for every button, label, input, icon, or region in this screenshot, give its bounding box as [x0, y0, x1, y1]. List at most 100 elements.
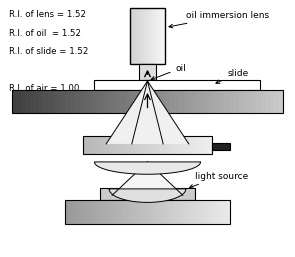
Bar [210, 200, 214, 224]
Bar [128, 136, 132, 154]
Bar [88, 200, 92, 224]
Bar [21, 90, 26, 113]
Bar [120, 90, 125, 113]
Bar [220, 90, 225, 113]
Bar [48, 90, 53, 113]
Bar [131, 200, 135, 224]
Bar [167, 200, 171, 224]
Bar [154, 200, 158, 224]
Bar [39, 90, 44, 113]
Bar [25, 90, 30, 113]
Bar [214, 200, 217, 224]
Bar [144, 200, 148, 224]
Bar [115, 136, 119, 154]
Bar [149, 8, 150, 64]
Bar [151, 8, 153, 64]
Bar [184, 90, 189, 113]
Bar [148, 200, 151, 224]
Bar [177, 136, 181, 154]
Bar [247, 90, 252, 113]
Bar [121, 200, 125, 224]
Bar [78, 200, 82, 224]
Bar [137, 8, 139, 64]
Polygon shape [109, 189, 186, 202]
Bar [118, 200, 122, 224]
Bar [146, 8, 148, 64]
Bar [134, 90, 139, 113]
Bar [159, 8, 161, 64]
Bar [212, 143, 230, 150]
Bar [62, 90, 67, 113]
Bar [89, 136, 93, 154]
Bar [43, 90, 48, 113]
Bar [135, 8, 136, 64]
Bar [131, 8, 133, 64]
Bar [140, 8, 142, 64]
Bar [187, 200, 191, 224]
Bar [16, 90, 21, 113]
Bar [156, 8, 158, 64]
Bar [68, 200, 72, 224]
Bar [131, 136, 135, 154]
Bar [183, 136, 187, 154]
Bar [179, 90, 184, 113]
Bar [83, 136, 212, 154]
Text: R.I. of slide = 1.52: R.I. of slide = 1.52 [9, 47, 88, 56]
Bar [151, 136, 155, 154]
Bar [177, 200, 181, 224]
Bar [134, 200, 138, 224]
Bar [242, 90, 248, 113]
Bar [141, 200, 145, 224]
Bar [35, 90, 40, 113]
Bar [164, 136, 168, 154]
Bar [12, 90, 17, 113]
Bar [164, 8, 166, 64]
Bar [207, 200, 211, 224]
Bar [142, 8, 143, 64]
Bar [165, 90, 171, 113]
Bar [150, 8, 152, 64]
Bar [220, 200, 224, 224]
Bar [180, 136, 184, 154]
Bar [100, 188, 195, 200]
Bar [99, 136, 103, 154]
Bar [30, 90, 35, 113]
Bar [137, 200, 141, 224]
Bar [252, 90, 257, 113]
Text: R.I. of lens = 1.52: R.I. of lens = 1.52 [9, 10, 86, 19]
Bar [158, 8, 160, 64]
Bar [238, 90, 243, 113]
Bar [138, 8, 140, 64]
Bar [112, 136, 116, 154]
Bar [111, 200, 115, 224]
Bar [116, 90, 121, 113]
Bar [96, 136, 99, 154]
Bar [85, 200, 88, 224]
Bar [143, 8, 145, 64]
Bar [256, 90, 261, 113]
Bar [139, 64, 156, 80]
Bar [130, 90, 135, 113]
Bar [107, 90, 112, 113]
Bar [265, 90, 270, 113]
Bar [92, 136, 96, 154]
Bar [130, 8, 165, 64]
Bar [138, 90, 143, 113]
Bar [133, 8, 135, 64]
Bar [204, 200, 207, 224]
Bar [260, 90, 266, 113]
Bar [65, 200, 69, 224]
Text: R.I. of oil  = 1.52: R.I. of oil = 1.52 [9, 29, 81, 38]
Bar [145, 8, 147, 64]
Bar [161, 200, 165, 224]
Bar [53, 90, 58, 113]
Bar [211, 90, 216, 113]
Bar [170, 136, 174, 154]
Bar [274, 90, 279, 113]
Bar [105, 136, 109, 154]
Bar [193, 90, 198, 113]
Bar [181, 200, 184, 224]
Bar [84, 90, 89, 113]
Bar [197, 200, 201, 224]
Bar [125, 90, 130, 113]
